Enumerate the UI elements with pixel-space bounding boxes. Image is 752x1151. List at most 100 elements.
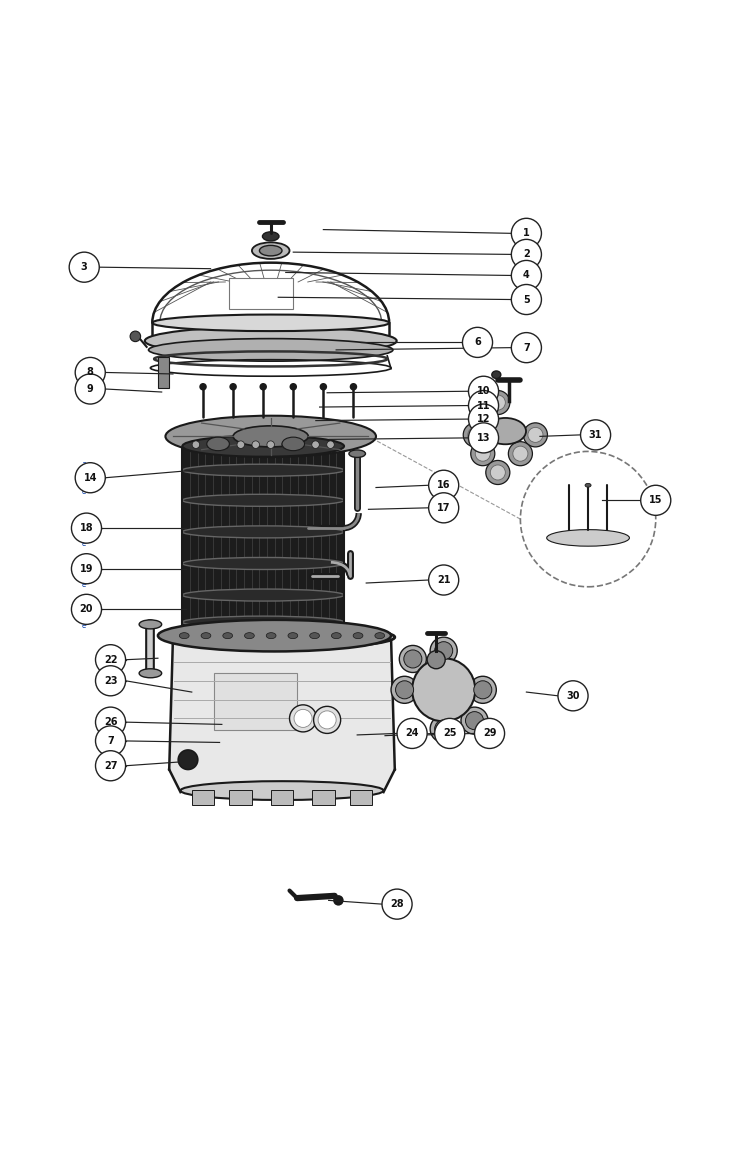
Text: d: d <box>82 573 86 582</box>
Ellipse shape <box>139 669 162 678</box>
Text: 3: 3 <box>81 262 87 272</box>
Text: c: c <box>82 566 86 576</box>
Circle shape <box>474 680 492 699</box>
Circle shape <box>312 441 320 449</box>
Text: 6: 6 <box>475 337 481 348</box>
Text: b: b <box>82 559 86 569</box>
Ellipse shape <box>165 416 376 457</box>
Circle shape <box>193 441 200 449</box>
Circle shape <box>333 895 344 906</box>
Text: c: c <box>82 607 86 616</box>
Text: 23: 23 <box>104 676 117 686</box>
Circle shape <box>282 441 290 449</box>
Circle shape <box>468 404 499 434</box>
Ellipse shape <box>180 782 384 800</box>
Ellipse shape <box>182 526 344 538</box>
Ellipse shape <box>169 626 395 648</box>
Circle shape <box>130 331 141 342</box>
Circle shape <box>429 565 459 595</box>
Ellipse shape <box>349 450 365 457</box>
Text: c: c <box>82 526 86 535</box>
Circle shape <box>475 447 490 462</box>
Circle shape <box>75 358 105 388</box>
Text: 21: 21 <box>437 576 450 585</box>
Circle shape <box>581 420 611 450</box>
Text: 20: 20 <box>80 604 93 615</box>
Circle shape <box>471 442 495 466</box>
Circle shape <box>490 465 505 480</box>
Circle shape <box>267 441 274 449</box>
Text: 31: 31 <box>589 429 602 440</box>
Text: e: e <box>82 580 86 589</box>
Text: 30: 30 <box>566 691 580 701</box>
Text: d: d <box>82 533 86 542</box>
Ellipse shape <box>179 633 190 639</box>
Text: 2: 2 <box>523 250 529 259</box>
Text: 18: 18 <box>80 523 93 533</box>
Ellipse shape <box>144 327 397 356</box>
Text: 15: 15 <box>649 495 663 505</box>
Text: b: b <box>82 519 86 528</box>
Circle shape <box>71 554 102 584</box>
Circle shape <box>412 658 475 722</box>
Bar <box>182 447 344 635</box>
Ellipse shape <box>182 627 344 643</box>
Circle shape <box>429 493 459 523</box>
Circle shape <box>290 383 297 390</box>
Circle shape <box>96 750 126 780</box>
Bar <box>229 790 252 805</box>
Ellipse shape <box>207 437 229 451</box>
Text: 12: 12 <box>477 414 490 424</box>
Ellipse shape <box>332 633 341 639</box>
Circle shape <box>326 441 334 449</box>
Text: 5: 5 <box>523 295 529 305</box>
Ellipse shape <box>374 633 384 639</box>
Circle shape <box>435 641 453 660</box>
Ellipse shape <box>201 633 211 639</box>
Circle shape <box>463 422 487 447</box>
Circle shape <box>468 390 499 420</box>
Text: 13: 13 <box>477 433 490 443</box>
Text: a: a <box>82 459 86 468</box>
Text: c: c <box>82 473 86 482</box>
Text: a: a <box>82 594 86 603</box>
Text: d: d <box>82 613 86 623</box>
Circle shape <box>96 707 126 737</box>
Text: b: b <box>82 466 86 475</box>
Text: a: a <box>568 685 572 694</box>
Circle shape <box>511 333 541 363</box>
Text: a: a <box>82 512 86 521</box>
Circle shape <box>462 327 493 358</box>
Circle shape <box>222 441 229 449</box>
Text: c: c <box>440 510 444 518</box>
Circle shape <box>435 718 465 748</box>
Ellipse shape <box>252 243 290 259</box>
Text: b: b <box>472 336 476 345</box>
Text: 7: 7 <box>523 343 529 352</box>
Ellipse shape <box>485 418 526 444</box>
Ellipse shape <box>182 494 344 506</box>
Circle shape <box>465 711 484 730</box>
Circle shape <box>252 441 259 449</box>
Text: 19: 19 <box>80 564 93 573</box>
Text: 4: 4 <box>523 270 529 281</box>
Text: 7: 7 <box>108 735 114 746</box>
Text: 24: 24 <box>405 729 419 739</box>
Circle shape <box>207 441 214 449</box>
Circle shape <box>520 451 656 587</box>
Circle shape <box>528 427 543 442</box>
Circle shape <box>468 422 499 453</box>
Text: 1: 1 <box>523 228 529 238</box>
Circle shape <box>178 750 198 770</box>
Text: 9: 9 <box>87 384 93 394</box>
Circle shape <box>290 704 317 732</box>
Ellipse shape <box>585 483 591 487</box>
Circle shape <box>435 719 453 738</box>
Text: b: b <box>440 502 444 511</box>
Circle shape <box>314 707 341 733</box>
Circle shape <box>486 460 510 485</box>
Ellipse shape <box>182 616 344 628</box>
Ellipse shape <box>139 620 162 628</box>
Text: c: c <box>472 344 476 353</box>
Circle shape <box>396 680 414 699</box>
